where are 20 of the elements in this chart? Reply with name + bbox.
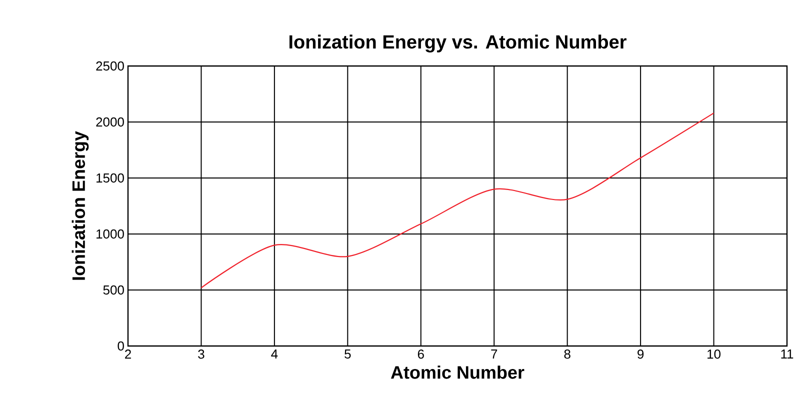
y-tick-label: 2000	[96, 117, 124, 127]
y-tick-label: 1000	[96, 229, 124, 239]
y-tick-label: 2500	[96, 61, 124, 71]
chart-title: Ionization Energy vs. Atomic Number	[290, 34, 626, 52]
y-tick-label: 1500	[96, 173, 124, 183]
y-tick-label: 0	[118, 341, 124, 351]
x-tick-label: 2	[125, 350, 131, 359]
x-axis-title: Atomic Number	[390, 366, 524, 379]
x-tick-label: 9	[638, 350, 644, 359]
x-tick-label: 10	[708, 350, 720, 359]
x-tick-label: 6	[418, 350, 424, 359]
y-tick-label: 500	[103, 285, 124, 295]
x-tick-label: 7	[491, 350, 498, 358]
y-axis-title: Ionization Energy	[72, 131, 89, 280]
x-tick-label: 4	[271, 350, 278, 358]
x-tick-label: 8	[564, 350, 570, 359]
x-tick-label: 5	[344, 350, 351, 359]
x-tick-label: 3	[198, 350, 204, 359]
line-series	[200, 112, 714, 288]
x-tick-label: 11	[781, 350, 794, 358]
